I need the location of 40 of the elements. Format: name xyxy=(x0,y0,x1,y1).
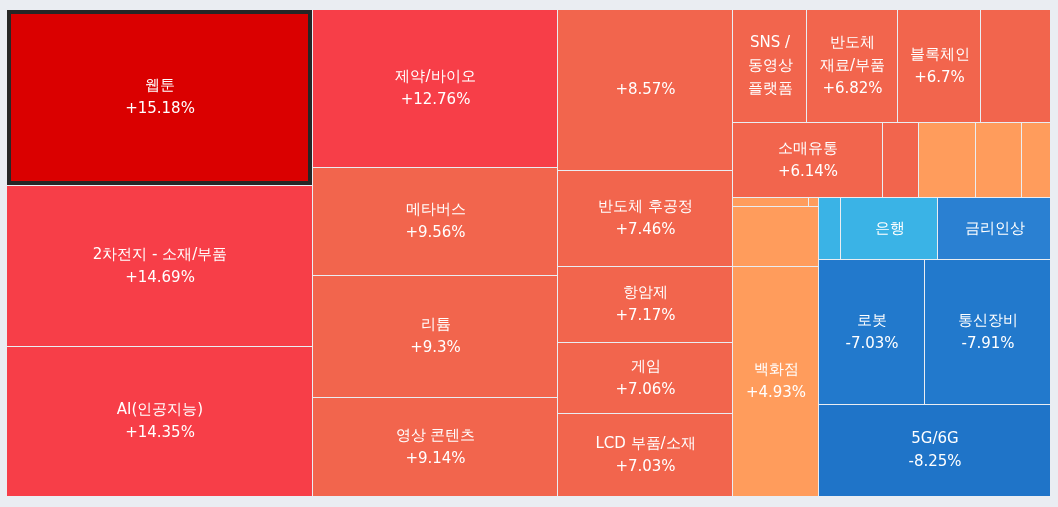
data-label: +7.03% xyxy=(615,456,676,475)
category-label: 게임 xyxy=(630,356,661,375)
category-label: 항암제 xyxy=(623,283,668,302)
data-label: +6.82% xyxy=(822,79,883,98)
data-label: +8.57% xyxy=(615,80,676,99)
data-label: +4.93% xyxy=(745,383,807,402)
data-label: +14.35% xyxy=(125,423,195,442)
category-label: 소매유통 xyxy=(778,138,838,157)
category-label: 리튬 xyxy=(420,315,451,334)
category-label: 통신장비 xyxy=(958,310,1018,329)
category-label: 반도체 재료/부품 xyxy=(819,33,886,75)
data-label: +9.3% xyxy=(410,338,461,357)
category-label: 로봇 xyxy=(857,310,887,329)
category-label: 웹툰 xyxy=(145,76,175,95)
data-label: -7.03% xyxy=(845,333,899,352)
category-label: 5G/6G xyxy=(911,429,959,448)
data-label: -7.91% xyxy=(961,333,1015,352)
category-label: 반도체 후공정 xyxy=(598,197,693,216)
category-label: AI(인공지능) xyxy=(116,400,204,419)
data-label: +15.18% xyxy=(125,99,195,118)
category-label: 메타버스 xyxy=(405,200,466,219)
category-label: LCD 부품/소재 xyxy=(595,433,696,452)
data-label: +12.76% xyxy=(400,90,471,109)
category-label: 2차전지 - 소재/부품 xyxy=(92,244,228,263)
category-label: 백화점 xyxy=(753,360,799,379)
data-label: +7.17% xyxy=(615,306,676,325)
category-label: 제약/바이오 xyxy=(395,67,476,86)
data-label: +14.69% xyxy=(125,267,195,286)
data-label: -8.25% xyxy=(908,452,962,471)
category-label: SNS / 동영상 플랫폼 xyxy=(747,33,793,98)
data-label: +7.46% xyxy=(615,220,676,239)
category-label: 블록체인 xyxy=(909,44,970,63)
data-label: +9.14% xyxy=(405,448,466,467)
category-label: 영상 콘텐츠 xyxy=(395,425,476,444)
data-label: +7.06% xyxy=(615,379,676,398)
data-label: +6.14% xyxy=(777,161,839,180)
data-label: +6.7% xyxy=(914,67,965,86)
category-label: 은행 xyxy=(874,218,905,237)
data-label: +9.56% xyxy=(405,223,466,242)
category-label: 금리인상 xyxy=(964,218,1025,237)
